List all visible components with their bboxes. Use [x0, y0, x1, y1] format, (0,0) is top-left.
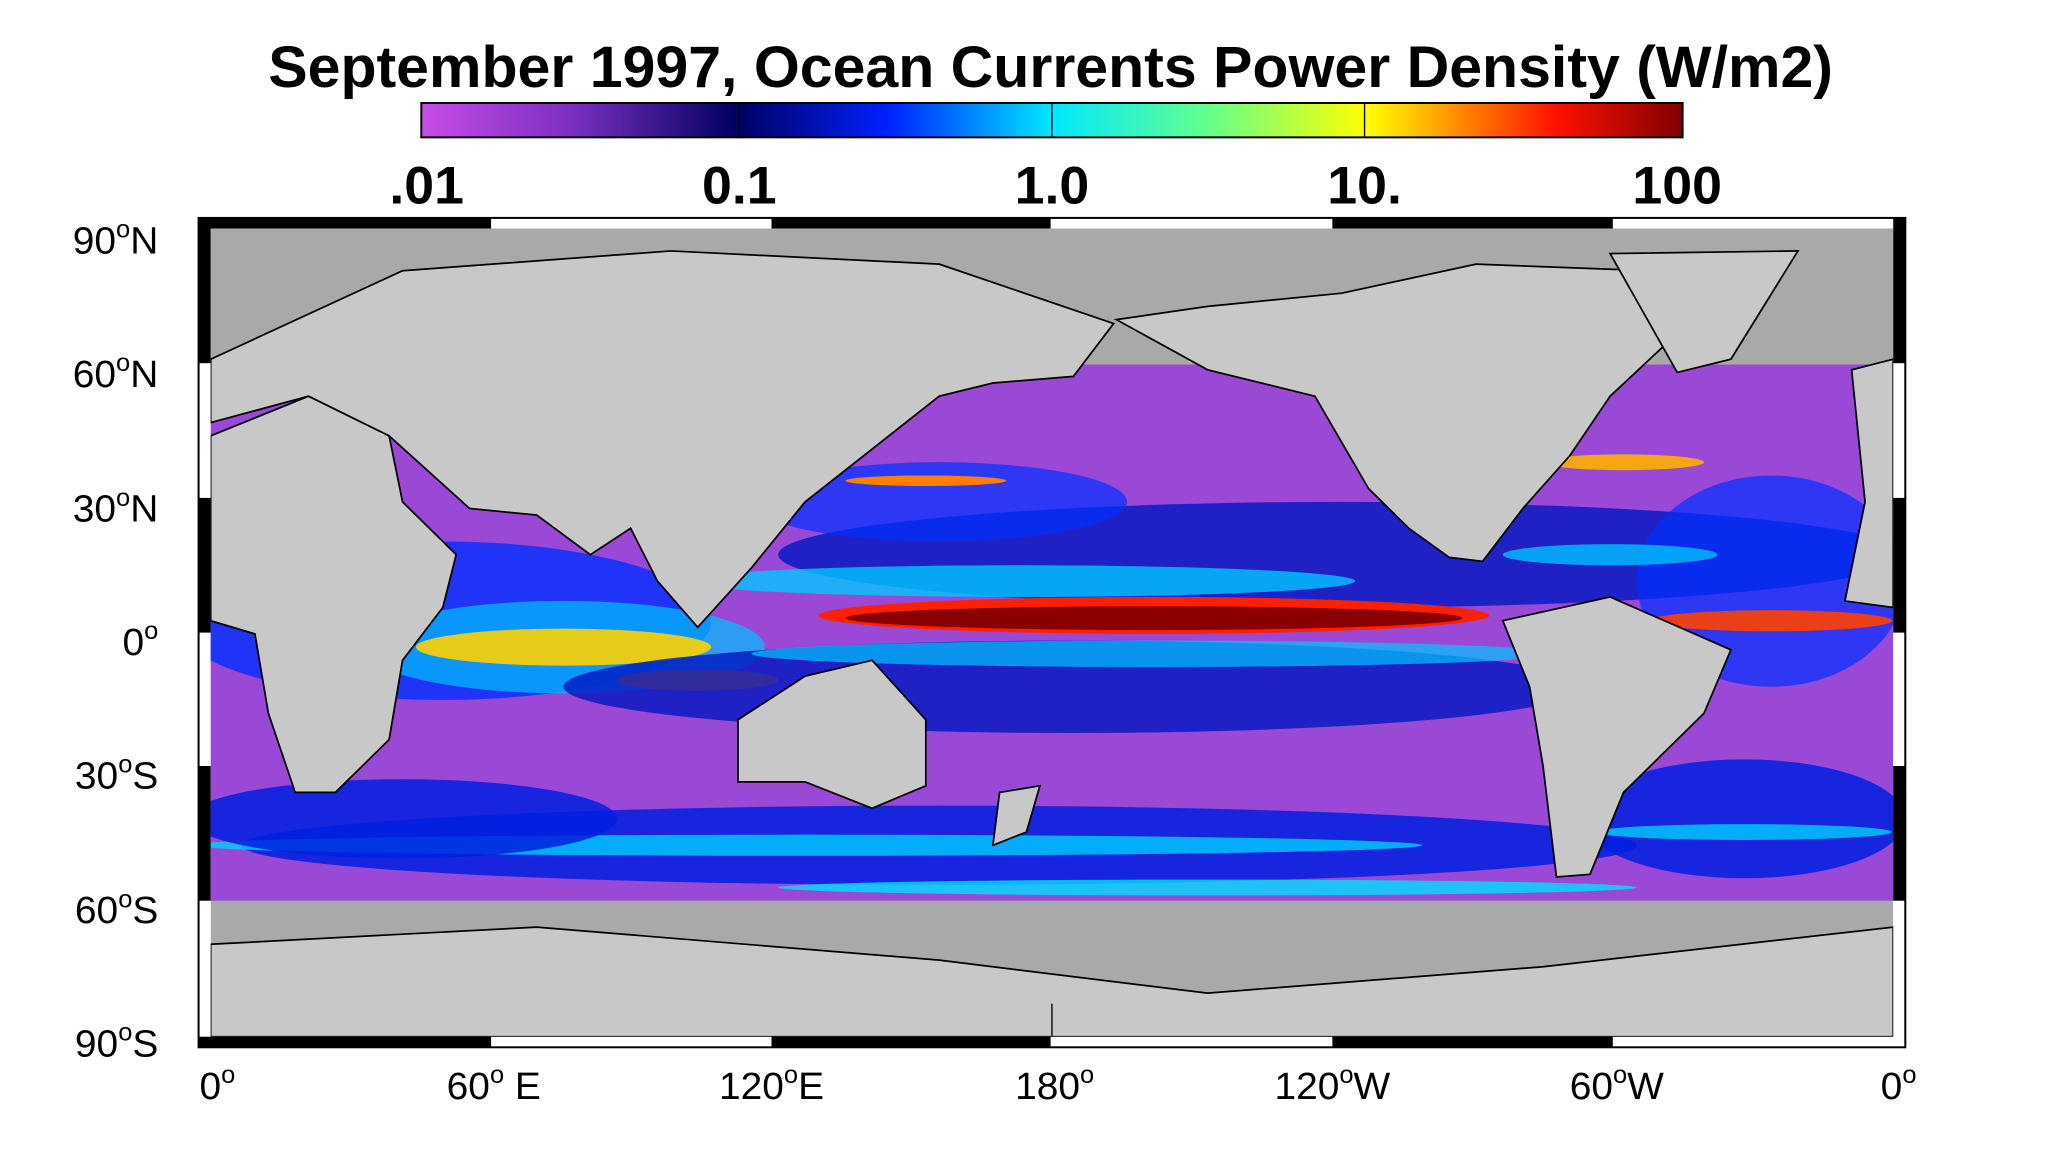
frame-band — [198, 1036, 492, 1048]
frame-band — [1332, 1036, 1613, 1048]
label-unit: o — [116, 484, 130, 512]
current-band — [210, 779, 618, 859]
colorbar-tick-label: 0.1 — [702, 157, 777, 216]
label-hemisphere: S — [132, 1023, 158, 1066]
label-hemisphere: E — [504, 1065, 541, 1108]
label-value: 30 — [75, 755, 118, 798]
frame-band — [771, 1036, 1051, 1048]
frame-band — [1332, 217, 1613, 229]
current-band — [845, 606, 1463, 630]
label-hemisphere: N — [130, 488, 158, 531]
latitude-label: 60oS — [75, 885, 158, 932]
label-value: 0 — [1881, 1065, 1903, 1108]
label-hemisphere: N — [130, 353, 158, 396]
frame-band — [198, 217, 211, 364]
land — [737, 659, 927, 810]
label-hemisphere: S — [132, 889, 158, 932]
frame-band — [1893, 766, 1906, 901]
label-value: 90 — [73, 220, 116, 263]
longitude-label: 120oE — [719, 1061, 824, 1108]
land — [210, 395, 458, 794]
current-band — [1596, 824, 1892, 840]
label-hemisphere: S — [132, 755, 158, 798]
label-value: 60 — [73, 353, 116, 396]
frame-band — [1893, 497, 1906, 633]
label-hemisphere: E — [798, 1065, 824, 1108]
frame-band — [198, 217, 492, 229]
latitude-label: 30oN — [73, 484, 159, 531]
label-value: 90 — [75, 1023, 118, 1066]
label-hemisphere: W — [1354, 1065, 1391, 1108]
label-value: 60 — [447, 1065, 490, 1108]
latitude-label: 0o — [123, 617, 159, 664]
label-value: 60 — [1570, 1065, 1613, 1108]
label-unit: o — [118, 751, 132, 779]
longitude-label: 0o — [1881, 1061, 1917, 1108]
label-value: 60 — [75, 889, 118, 932]
label-value: 120 — [719, 1065, 784, 1108]
label-unit: o — [784, 1061, 798, 1089]
longitude-label: 0o — [199, 1061, 235, 1108]
label-unit: o — [221, 1061, 235, 1089]
current-band — [1502, 544, 1718, 566]
land — [991, 784, 1042, 847]
label-unit: o — [1613, 1061, 1627, 1089]
land — [210, 926, 1894, 1037]
label-unit: o — [118, 1019, 132, 1047]
labels: .01 0.1 1.0 10. 10090oN60oN30oN0o30oS60oS90o… — [73, 157, 1917, 1108]
frame-band — [198, 497, 211, 633]
label-value: 120 — [1274, 1065, 1339, 1108]
latitude-label: 90oS — [75, 1019, 158, 1066]
land — [1608, 250, 1800, 374]
current-band — [751, 462, 1128, 542]
label-unit: o — [116, 349, 130, 377]
land — [1501, 596, 1733, 878]
frame-band — [198, 766, 211, 901]
current-band — [1543, 454, 1705, 471]
label-hemisphere: N — [130, 220, 158, 263]
label-unit: o — [118, 885, 132, 913]
colorbar-tick-label: 10. — [1327, 157, 1402, 216]
colorbar-tick-label: 100 — [1632, 157, 1722, 216]
label-unit: o — [490, 1061, 504, 1089]
latitude-label: 30oS — [75, 751, 158, 798]
longitude-label: 120oW — [1274, 1061, 1390, 1108]
latitude-label: 60oN — [73, 349, 159, 396]
current-band — [1650, 610, 1892, 632]
current-band — [1636, 475, 1894, 687]
land — [1113, 263, 1665, 563]
longitude-label: 60o E — [447, 1061, 541, 1108]
colorbar-tick-label: 1.0 — [1015, 157, 1090, 216]
label-value: 180 — [1015, 1065, 1080, 1108]
current-band — [1583, 759, 1894, 879]
label-value: 0 — [123, 621, 145, 664]
label-unit: o — [116, 216, 130, 244]
current-band — [778, 879, 1637, 896]
longitude-label: 60oW — [1570, 1061, 1665, 1108]
title: September 1997, Ocean Currents Power Den… — [268, 36, 1833, 100]
map — [210, 228, 1894, 1037]
latitude-label: 90oN — [73, 216, 159, 263]
label-unit: o — [1080, 1061, 1094, 1089]
label-unit: o — [1902, 1061, 1916, 1089]
land — [1843, 358, 1894, 609]
label-unit: o — [1339, 1061, 1353, 1089]
current-band — [415, 628, 712, 666]
colorbar-tick-label: .01 — [389, 157, 464, 216]
current-band — [751, 640, 1557, 667]
current-band — [684, 565, 1356, 597]
land — [210, 250, 1116, 629]
label-value: 0 — [199, 1065, 221, 1108]
frame-band — [1893, 217, 1906, 364]
frame-band — [771, 217, 1051, 229]
label-unit: o — [144, 617, 158, 645]
longitude-label: 180o — [1015, 1061, 1094, 1108]
current-band — [845, 475, 1007, 487]
label-hemisphere: W — [1627, 1065, 1664, 1108]
label-value: 30 — [73, 488, 116, 531]
frame — [197, 103, 1907, 1049]
